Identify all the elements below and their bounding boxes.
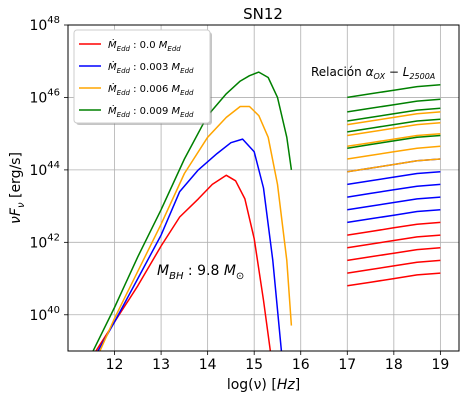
legend-label: ṀEdd : 0.006 MEdd — [108, 82, 194, 97]
xray-line-series-0-3 — [347, 259, 441, 274]
y-tick-label: 1040 — [29, 305, 60, 324]
y-axis-label: νFν [erg/s] — [8, 152, 27, 224]
x-tick-label: 15 — [245, 357, 263, 373]
x-tick-label: 18 — [385, 357, 403, 373]
xray-line-series-0-0 — [347, 221, 441, 236]
legend-label: ṀEdd : 0.0 MEdd — [108, 38, 181, 53]
xray-line-series-1-2 — [347, 183, 441, 198]
x-axis-label: log(ν) [Hz] — [227, 377, 300, 393]
disk-line-series-2 — [99, 105, 293, 351]
x-tick-label: 14 — [199, 357, 217, 373]
y-tick-label: 1046 — [29, 87, 60, 106]
xray-line-series-3-3 — [347, 118, 441, 133]
annotations: Relación αOX − L2500A MBH : 9.8 M⊙ — [157, 65, 435, 282]
xray-line-series-3-0 — [347, 84, 441, 99]
y-tick-label: 1048 — [29, 15, 60, 34]
xray-line-series-2-2 — [347, 132, 441, 148]
xray-line-series-2-4 — [347, 158, 441, 173]
x-tick-label: 13 — [152, 357, 170, 373]
mass-annotation: MBH : 9.8 M⊙ — [157, 263, 244, 282]
xray-line-series-1-1 — [347, 170, 441, 186]
relation-annotation: Relación αOX − L2500A — [311, 65, 435, 81]
xray-line-series-0-2 — [347, 247, 441, 262]
x-axis-label-text: log(ν) [Hz] — [227, 377, 300, 393]
y-tick-label: 1042 — [29, 232, 60, 251]
legend-label: ṀEdd : 0.009 MEdd — [108, 104, 194, 119]
disk-line-series-3 — [92, 71, 293, 351]
xray-line-series-0-4 — [347, 272, 441, 287]
legend-box — [73, 29, 211, 124]
disk-line-series-0 — [95, 174, 272, 351]
y-tick-label: 1044 — [29, 160, 60, 179]
y-axis-ticks: 1040 1042 1044 1046 1048 — [29, 15, 68, 324]
legend-label: ṀEdd : 0.003 MEdd — [108, 60, 194, 75]
y-axis-label-text: νFν [erg/s] — [8, 152, 27, 224]
xray-line-series-1-4 — [347, 208, 441, 224]
series-lines — [92, 71, 441, 351]
disk-line-series-1 — [97, 138, 283, 351]
xray-line-series-3-4 — [347, 134, 441, 149]
chart-title: SN12 — [243, 5, 283, 23]
xray-line-series-2-0 — [347, 111, 441, 126]
x-tick-label: 19 — [431, 357, 449, 373]
x-tick-label: 17 — [338, 357, 356, 373]
x-tick-label: 16 — [292, 357, 310, 373]
x-tick-label: 12 — [106, 357, 124, 373]
xray-line-series-0-1 — [347, 234, 441, 249]
xray-line-series-3-1 — [347, 98, 441, 113]
x-axis-ticks: 12 13 14 15 16 17 18 19 — [106, 351, 449, 373]
xray-line-series-3-2 — [347, 107, 441, 122]
legend: ṀEdd : 0.0 MEdd ṀEdd : 0.003 MEdd ṀEdd : 0… — [73, 29, 212, 125]
xray-line-series-2-1 — [347, 122, 441, 137]
xray-line-series-2-3 — [347, 145, 441, 160]
xray-line-series-1-3 — [347, 196, 441, 211]
plot-frame — [67, 24, 460, 352]
